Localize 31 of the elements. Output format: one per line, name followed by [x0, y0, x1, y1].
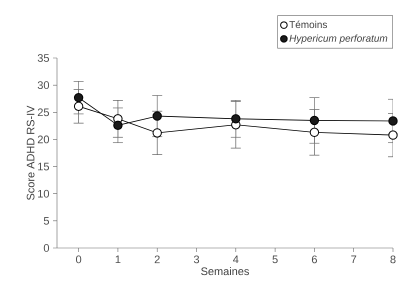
x-tick-label: 7 [351, 256, 356, 264]
x-tick-label: 8 [390, 256, 396, 264]
y-tick-label: 0 [44, 244, 50, 252]
x-tick-label: 5 [272, 256, 278, 264]
y-tick-label: 25 [38, 108, 50, 116]
x-tick-label: 3 [194, 256, 200, 264]
point [310, 116, 320, 126]
x-tick-label: 0 [76, 256, 82, 264]
point [152, 128, 162, 138]
y-tick-label: 35 [38, 54, 50, 62]
point [113, 120, 123, 130]
point [74, 102, 84, 111]
y-axis-title: Score ADHD RS-IV [26, 106, 34, 200]
point [231, 114, 240, 124]
point [310, 128, 320, 138]
x-tick-label: 4 [233, 256, 239, 264]
x-tick-label: 2 [154, 256, 160, 264]
legend-label: Hypericum perforatum [289, 34, 388, 44]
x-tick-label: 1 [116, 256, 120, 264]
point [152, 111, 162, 121]
x-axis-title: Semaines [201, 267, 249, 276]
x-tick-label: 6 [312, 256, 317, 264]
y-tick-label: 5 [44, 217, 50, 225]
y-tick-label: 10 [38, 190, 50, 198]
y-tick-label: 20 [38, 136, 50, 144]
legend-label: Témoins [289, 20, 328, 28]
point [388, 130, 398, 140]
y-tick-label: 15 [38, 162, 50, 170]
point [74, 92, 84, 102]
point [388, 116, 398, 126]
y-tick-label: 30 [38, 81, 50, 90]
